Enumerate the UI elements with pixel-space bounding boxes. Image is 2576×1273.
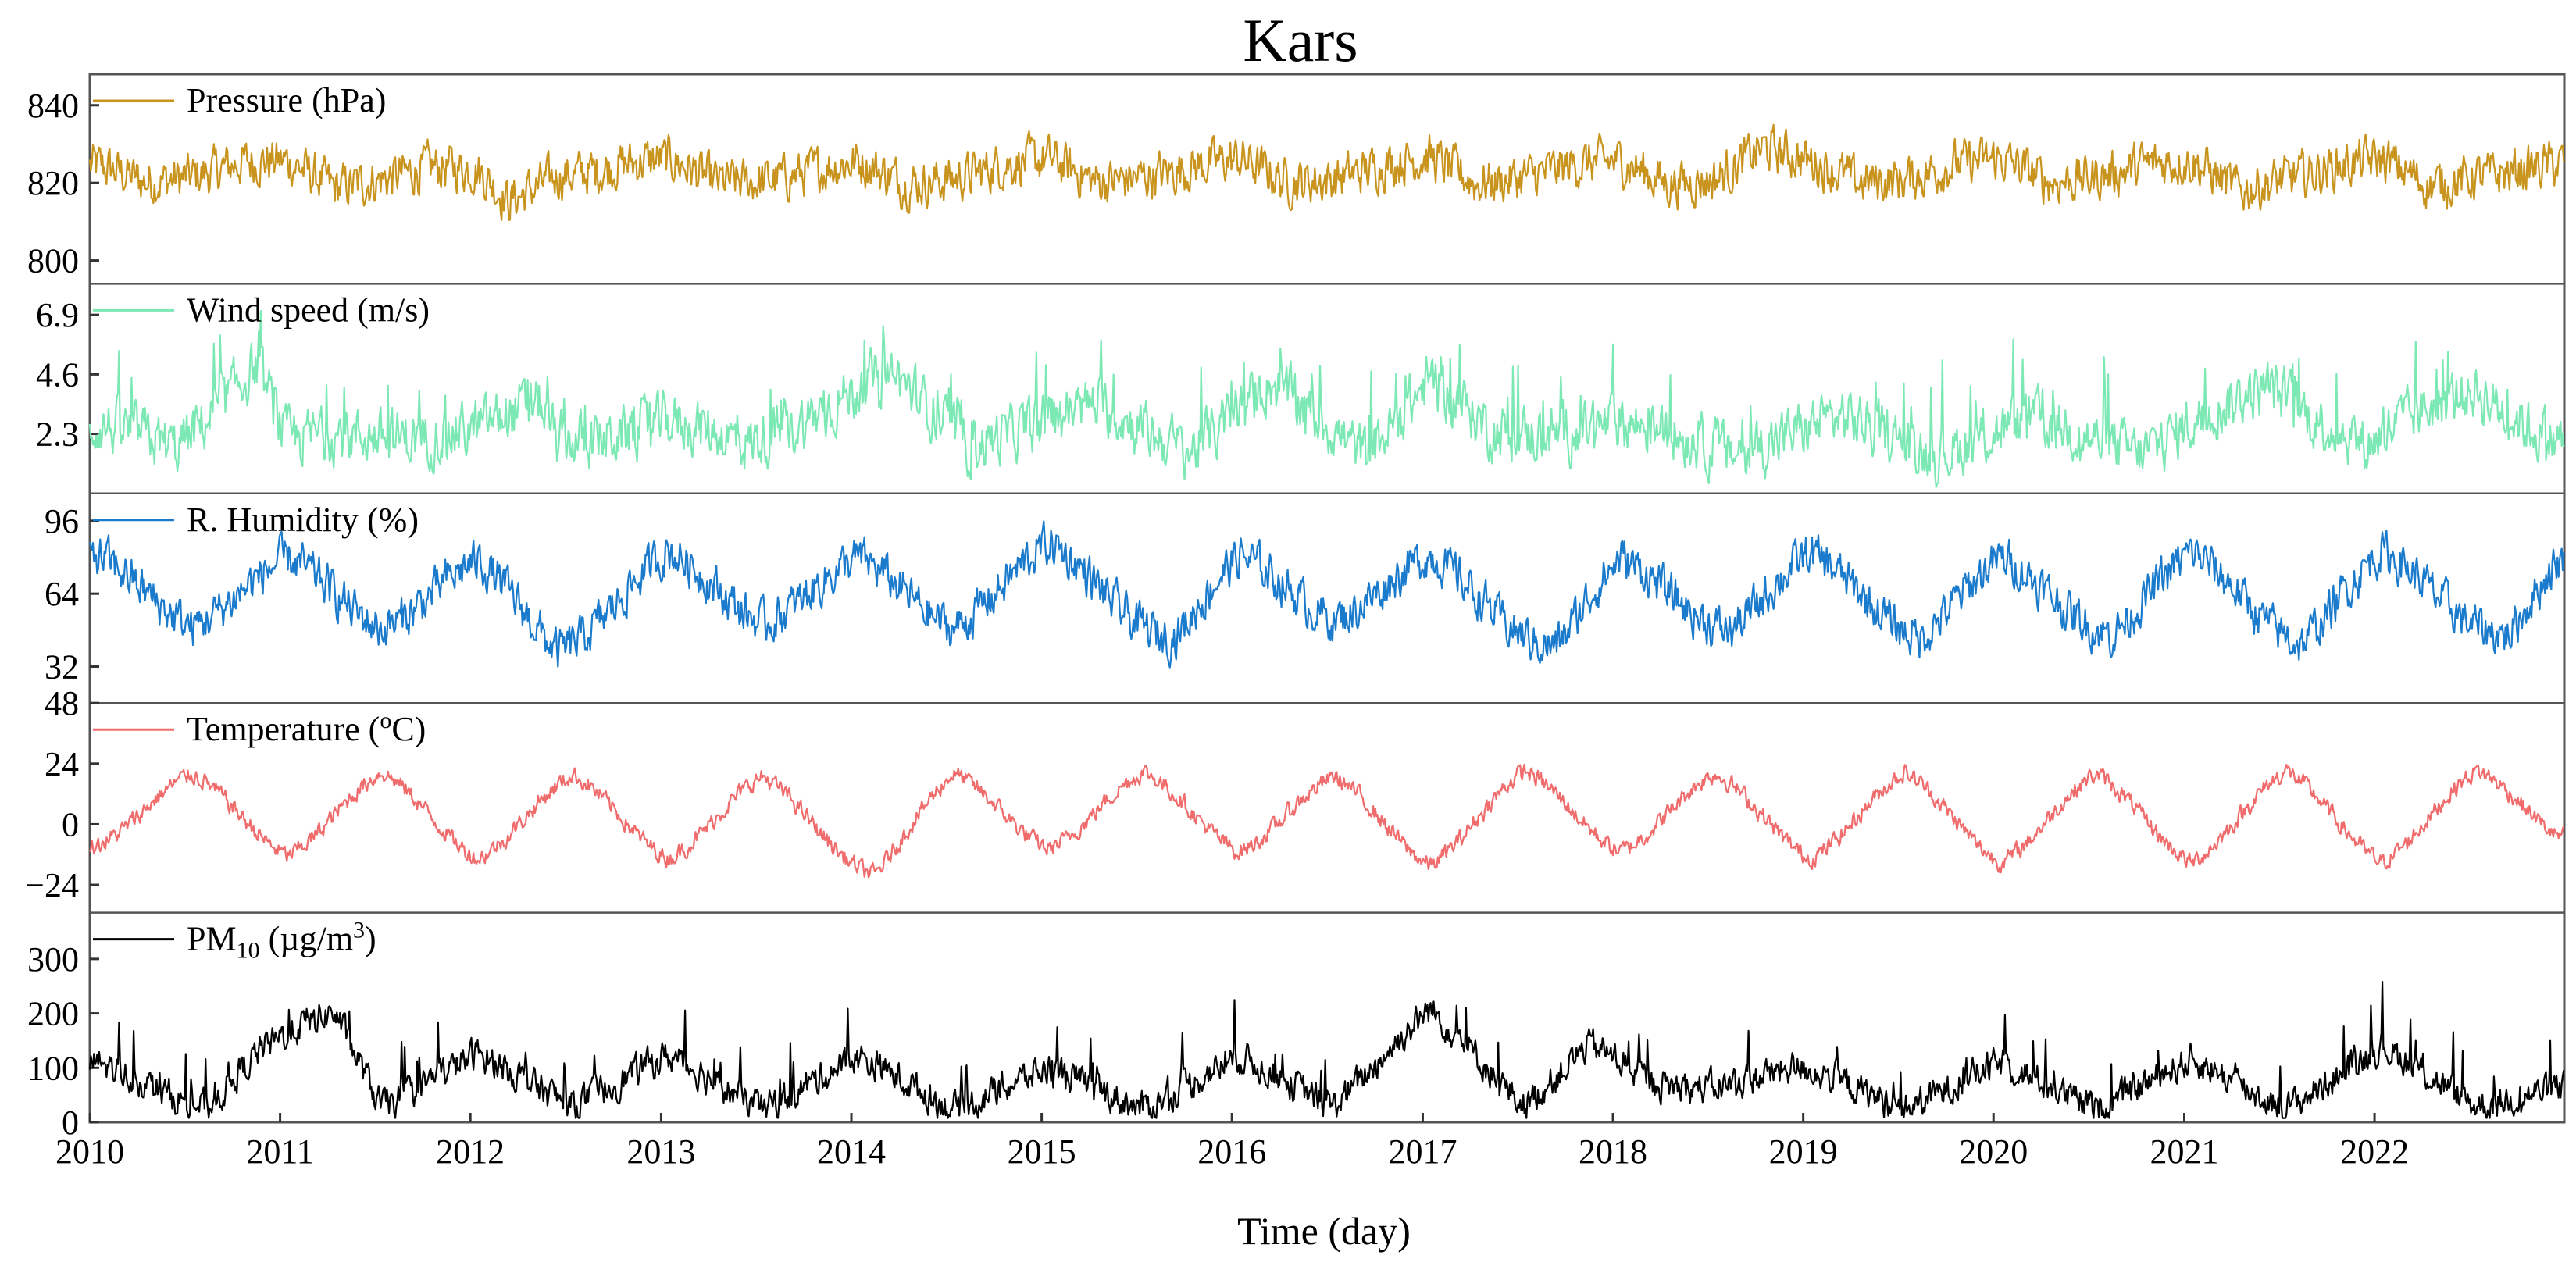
legend-label: PM10 (µg/m3) <box>187 918 376 964</box>
y-tick-label: 840 <box>27 87 79 125</box>
x-tick-label: 2014 <box>817 1132 886 1171</box>
x-tick-label: 2017 <box>1388 1132 1457 1171</box>
x-tick-label: 2010 <box>55 1132 124 1171</box>
y-tick-label: 0 <box>62 1104 79 1142</box>
series-line-2 <box>88 520 2565 669</box>
y-tick-label: 820 <box>27 164 79 202</box>
panel-3: −24 0 24 48 Temperature (oC) <box>25 684 2565 904</box>
panels: 800 820 840 Pressure (hPa) 2.3 4.6 6.9 Wind spe… <box>25 73 2566 1142</box>
x-tick-label: 2013 <box>626 1132 695 1171</box>
legend-label: Temperature (oC) <box>187 708 426 748</box>
y-tick-label: 0 <box>62 805 79 843</box>
panel-2: 32 64 96 R. Humidity (%) <box>45 492 2565 686</box>
x-tick-label: 2018 <box>1579 1132 1647 1171</box>
y-tick-label: 100 <box>27 1049 79 1087</box>
series-line-4 <box>88 980 2565 1119</box>
x-tick-label: 2021 <box>2150 1132 2218 1171</box>
y-tick-label: 200 <box>27 995 79 1033</box>
legend-label: Wind speed (m/s) <box>187 291 430 329</box>
y-tick-label: 300 <box>27 940 79 979</box>
x-tick-label: 2016 <box>1197 1132 1266 1171</box>
series-line-0 <box>88 123 2565 221</box>
x-tick-label: 2019 <box>1769 1132 1838 1171</box>
x-axis: 2010 2011 2012 2013 2014 2015 2016 2017 2018 2019… <box>55 1113 2409 1171</box>
y-tick-label: 24 <box>45 745 79 783</box>
series-line-1 <box>88 310 2565 488</box>
y-tick-label: 2.3 <box>36 415 79 454</box>
series-line-3 <box>89 763 2565 879</box>
panel-1: 2.3 4.6 6.9 Wind speed (m/s) <box>36 283 2565 488</box>
y-tick-label: 32 <box>45 648 79 686</box>
y-tick-label: 48 <box>45 684 79 722</box>
x-tick-label: 2012 <box>436 1132 505 1171</box>
panel-0: 800 820 840 Pressure (hPa) <box>27 81 2565 280</box>
x-tick-label: 2022 <box>2340 1132 2409 1171</box>
plot-frame <box>88 73 2566 1124</box>
y-tick-label: −24 <box>25 866 79 904</box>
y-tick-label: 96 <box>45 502 79 540</box>
chart-title: Kars <box>1243 6 1358 74</box>
legend-label: R. Humidity (%) <box>187 501 419 539</box>
x-tick-label: 2020 <box>1959 1132 2028 1171</box>
y-tick-label: 64 <box>45 575 79 613</box>
y-tick-label: 4.6 <box>36 355 79 394</box>
x-axis-label: Time (day) <box>1237 1209 1411 1253</box>
x-tick-label: 2011 <box>246 1132 313 1171</box>
legend-label: Pressure (hPa) <box>187 81 386 119</box>
y-tick-label: 800 <box>27 242 79 280</box>
x-tick-label: 2015 <box>1008 1132 1076 1171</box>
y-tick-label: 6.9 <box>36 296 79 334</box>
panel-4: 0 100 200 300 PM10 (µg/m3) <box>27 911 2565 1142</box>
